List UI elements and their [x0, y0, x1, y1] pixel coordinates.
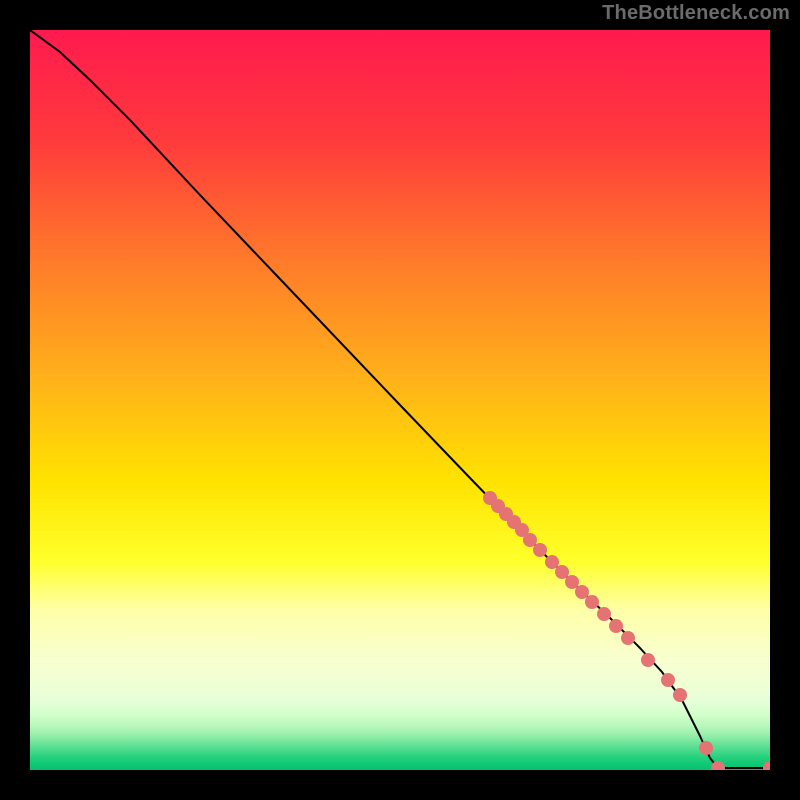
watermark-text: TheBottleneck.com: [602, 2, 790, 25]
heatmap-gradient-background: [30, 30, 770, 770]
data-point-marker: [641, 653, 655, 667]
data-point-marker: [523, 533, 537, 547]
data-point-marker: [585, 595, 599, 609]
data-point-marker: [673, 688, 687, 702]
bottleneck-chart: [0, 0, 800, 800]
data-point-marker: [609, 619, 623, 633]
data-point-marker: [565, 575, 579, 589]
data-point-marker: [533, 543, 547, 557]
data-point-marker: [621, 631, 635, 645]
chart-stage: { "image": { "width": 800, "height": 800…: [0, 0, 800, 800]
data-point-marker: [555, 565, 569, 579]
data-point-marker: [575, 585, 589, 599]
data-point-marker: [699, 741, 713, 755]
data-point-marker: [661, 673, 675, 687]
data-point-marker: [597, 607, 611, 621]
data-point-marker: [545, 555, 559, 569]
